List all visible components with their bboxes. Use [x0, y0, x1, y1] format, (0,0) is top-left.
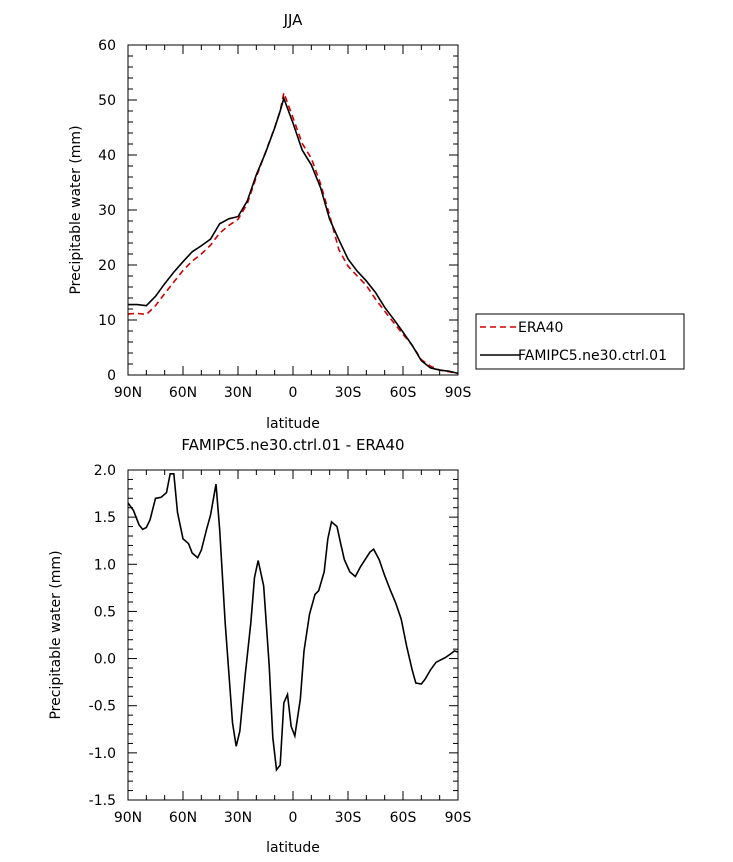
top-x-tick-label: 60N [169, 385, 197, 401]
bottom-x-tick-label: 60N [169, 810, 197, 826]
bottom-x-tick-label: 30S [335, 810, 362, 826]
top-y-tick-label: 60 [98, 38, 116, 54]
bottom-panel: FAMIPC5.ne30.ctrl.01 - ERA40 90N 60N 30N 0 3… [48, 436, 471, 856]
legend: ERA40 FAMIPC5.ne30.ctrl.01 [475, 313, 685, 370]
top-panel-ticks: 90N 60N 30N 0 30S 60S 90S 0 10 20 30 40 50 60 [98, 38, 471, 401]
top-y-tick-label: 50 [98, 93, 116, 109]
top-x-tick-label: 90N [114, 385, 142, 401]
bottom-y-axis-label: Precipitable water (mm) [48, 550, 64, 719]
legend-label-famipc5: FAMIPC5.ne30.ctrl.01 [518, 348, 667, 364]
bottom-y-tick-label: 1.5 [94, 510, 116, 526]
top-x-tick-label: 0 [289, 385, 298, 401]
top-y-tick-label: 10 [98, 313, 116, 329]
top-x-tick-label: 90S [445, 385, 472, 401]
top-series-line-era40 [127, 89, 459, 375]
top-y-tick-label: 30 [98, 203, 116, 219]
top-y-tick-label: 40 [98, 148, 116, 164]
bottom-x-tick-label: 30N [224, 810, 252, 826]
legend-box [475, 313, 685, 370]
bottom-panel-title: FAMIPC5.ne30.ctrl.01 - ERA40 [181, 436, 404, 454]
bottom-y-tick-label: 1.0 [94, 557, 116, 573]
top-series-line-famipc5-ne30-ctrl-01 [128, 95, 459, 375]
top-panel-title: JJA [283, 11, 304, 29]
bottom-x-tick-label: 60S [390, 810, 417, 826]
bottom-y-tick-label: -1.5 [89, 793, 116, 809]
top-y-tick-label: 20 [98, 258, 116, 274]
bottom-y-tick-label: 0.0 [94, 652, 116, 668]
bottom-y-tick-label: 2.0 [94, 463, 116, 479]
top-panel-series [127, 89, 459, 375]
top-panel: JJA 90N 60N 30N 0 30S 60S 90S 0 10 20 30 40 50 60 lat… [68, 11, 471, 432]
top-x-axis-label: latitude [266, 416, 320, 432]
bottom-x-tick-label: 0 [289, 810, 298, 826]
top-panel-frame [127, 44, 459, 376]
top-y-tick-label: 0 [107, 368, 116, 384]
bottom-panel-frame [127, 469, 459, 801]
top-y-axis-label: Precipitable water (mm) [68, 125, 84, 294]
bottom-x-tick-label: 90S [445, 810, 472, 826]
bottom-panel-ticks: 90N 60N 30N 0 30S 60S 90S -1.5 -1.0 -0.5 0.0 0.5 1.0… [89, 463, 472, 826]
bottom-y-tick-label: -1.0 [89, 746, 116, 762]
bottom-y-tick-label: -0.5 [89, 699, 116, 715]
legend-label-era40: ERA40 [518, 320, 563, 336]
bottom-panel-series [127, 472, 459, 772]
bottom-x-axis-label: latitude [266, 840, 320, 856]
top-x-tick-label: 60S [390, 385, 417, 401]
bottom-x-tick-label: 90N [114, 810, 142, 826]
bottom-y-tick-label: 0.5 [94, 604, 116, 620]
bottom-series-line-0 [127, 472, 459, 772]
top-x-tick-label: 30N [224, 385, 252, 401]
top-x-tick-label: 30S [335, 385, 362, 401]
